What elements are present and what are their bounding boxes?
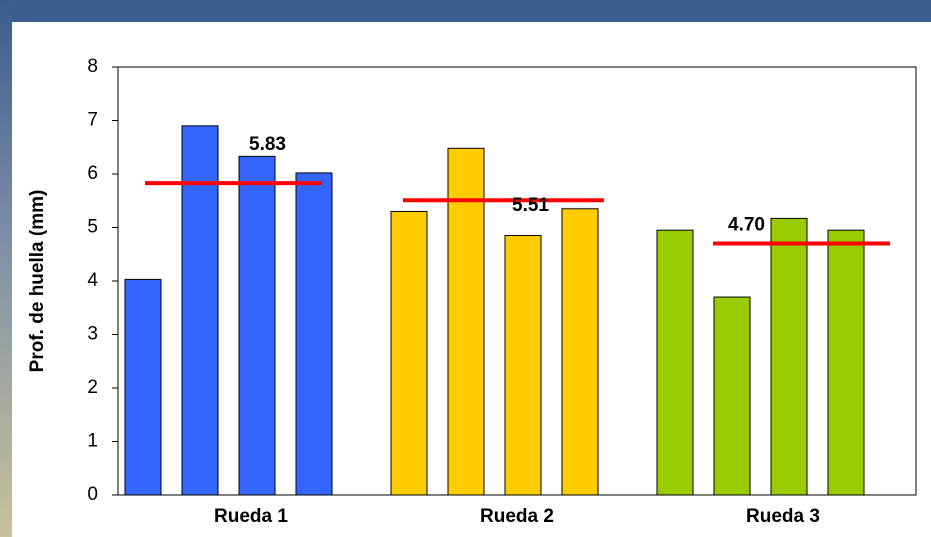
bar xyxy=(656,229,694,496)
bar xyxy=(561,208,599,496)
left-bar xyxy=(0,0,12,537)
y-tick-label: 3 xyxy=(87,324,98,345)
y-tick-label: 8 xyxy=(87,56,98,77)
x-tick-label: Rueda 2 xyxy=(480,506,554,527)
y-tick-label: 4 xyxy=(87,270,98,291)
bar xyxy=(770,217,808,496)
y-tick-label: 0 xyxy=(87,484,98,505)
bar xyxy=(390,210,428,496)
bar xyxy=(504,235,542,496)
mean-label: 4.70 xyxy=(728,215,765,236)
y-tick-label: 5 xyxy=(87,217,98,238)
bar xyxy=(827,229,865,496)
x-tick-label: Rueda 1 xyxy=(214,506,288,527)
bar xyxy=(713,296,751,496)
x-tick-label: Rueda 3 xyxy=(746,506,820,527)
y-tick-label: 2 xyxy=(87,377,98,398)
mean-label: 5.83 xyxy=(249,134,286,155)
y-tick-label: 6 xyxy=(87,163,98,184)
top-bar xyxy=(0,0,931,22)
y-tick-label: 7 xyxy=(87,110,98,131)
bar xyxy=(447,147,485,496)
bar xyxy=(124,278,162,496)
bar xyxy=(181,125,219,496)
y-axis-label: Prof. de huella (mm) xyxy=(27,190,48,373)
bar xyxy=(295,172,333,496)
bar xyxy=(238,155,276,496)
y-tick-label: 1 xyxy=(87,431,98,452)
mean-label: 5.51 xyxy=(512,195,549,216)
